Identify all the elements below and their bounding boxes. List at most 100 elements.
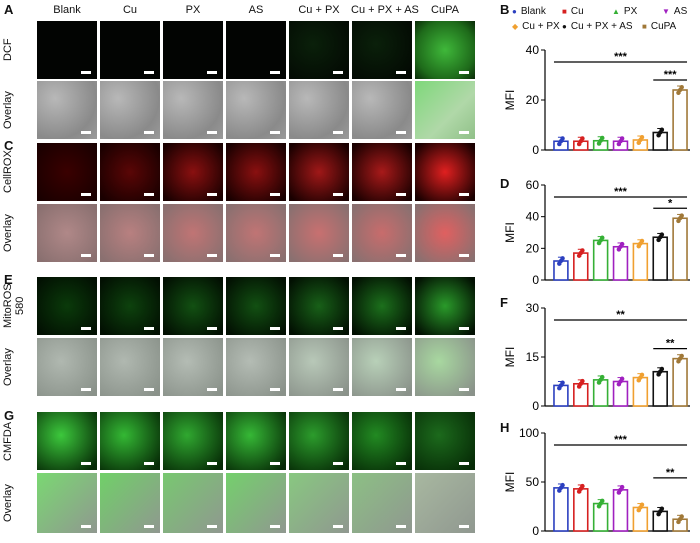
panel-letter-f: F	[500, 295, 508, 310]
micrograph-tile	[351, 411, 413, 471]
micrograph-tile	[162, 337, 224, 397]
bar	[652, 236, 668, 281]
scale-bar	[396, 525, 406, 528]
scale-bar	[207, 131, 217, 134]
y-tick-label: 30	[526, 301, 540, 315]
scale-bar	[459, 131, 469, 134]
micrograph-tile	[225, 80, 287, 140]
micrograph-tile	[162, 411, 224, 471]
data-point	[679, 85, 684, 90]
micrograph-tile	[288, 20, 350, 80]
legend-marker-icon: ▼	[662, 7, 670, 16]
data-point	[580, 136, 585, 141]
micrograph-tile	[288, 203, 350, 263]
micrograph-tile	[414, 472, 476, 534]
micrograph-tile	[99, 337, 161, 397]
micrograph-tile	[414, 80, 476, 140]
data-point	[600, 135, 605, 141]
scale-bar	[207, 525, 217, 528]
column-header: Cu + PX	[298, 4, 340, 16]
scale-bar	[459, 327, 469, 330]
data-point	[639, 372, 645, 378]
significance-label: **	[666, 338, 675, 350]
scale-bar	[207, 462, 217, 465]
micrograph-tile	[36, 337, 98, 397]
scale-bar	[459, 462, 469, 465]
legend-item: ■ Cu	[562, 6, 584, 17]
micrograph-tile	[36, 80, 98, 140]
bar	[612, 489, 629, 532]
data-point	[560, 380, 565, 385]
legend-label: Blank	[520, 6, 546, 17]
micrograph-tile	[225, 337, 287, 397]
scale-bar	[81, 254, 91, 257]
micrograph-tile	[414, 337, 476, 397]
micrograph-tile	[351, 142, 413, 202]
data-point	[639, 135, 645, 140]
micrograph-tile	[225, 411, 287, 471]
micrograph-tile	[99, 80, 161, 140]
micrograph-tile	[225, 203, 287, 263]
data-point	[679, 353, 684, 359]
micrograph-tile	[225, 20, 287, 80]
scale-bar	[396, 71, 406, 74]
micrograph-tile	[288, 276, 350, 336]
y-tick-label: 60	[526, 178, 540, 192]
significance-label: ***	[664, 69, 678, 81]
scale-bar	[270, 388, 280, 391]
panel-letter-d: D	[500, 176, 510, 191]
micrograph-tile	[288, 80, 350, 140]
data-point	[679, 213, 684, 218]
legend-item: ▲ PX	[612, 6, 637, 17]
scale-bar	[270, 193, 280, 196]
scale-bar	[270, 131, 280, 134]
scale-bar	[81, 193, 91, 196]
panel-letter-b: B	[500, 2, 510, 17]
scale-bar	[333, 327, 343, 330]
micrograph-tile	[162, 80, 224, 140]
scale-bar	[144, 327, 154, 330]
scale-bar	[144, 462, 154, 465]
scale-bar	[333, 193, 343, 196]
column-header: AS	[248, 4, 264, 16]
scale-bar	[333, 525, 343, 528]
significance-label: ***	[614, 51, 628, 63]
significance-label: *	[668, 197, 673, 209]
y-tick-label: 40	[526, 210, 540, 224]
column-header: Cu	[122, 4, 138, 16]
legend-label: Cu	[570, 6, 584, 17]
micrograph-tile	[225, 472, 287, 534]
scale-bar	[207, 193, 217, 196]
significance-label: **	[666, 467, 675, 479]
micrograph-tile	[99, 203, 161, 263]
bar	[632, 242, 649, 281]
scale-bar	[144, 193, 154, 196]
data-point	[560, 482, 565, 488]
y-axis-label: MFI	[503, 347, 517, 368]
scale-bar	[144, 254, 154, 257]
scale-bar	[270, 71, 280, 74]
micrograph-tile	[162, 20, 224, 80]
micrograph-tile	[414, 276, 476, 336]
micrograph-tile	[36, 20, 98, 80]
scale-bar	[81, 525, 91, 528]
micrograph-tile	[99, 142, 161, 202]
micrograph-tile	[99, 472, 161, 534]
legend-item: ◆ Cu + PX	[512, 21, 560, 32]
legend-marker-icon: ■	[562, 7, 567, 16]
y-tick-label: 50	[526, 475, 540, 489]
chart-b: 0 20 40 MFI *** ***	[503, 43, 690, 157]
bar	[632, 376, 649, 407]
panel-letter-a: A	[4, 2, 14, 17]
scale-bar	[207, 388, 217, 391]
legend-marker-icon: ■	[642, 22, 647, 31]
scale-bar	[333, 131, 343, 134]
y-tick-label: 100	[519, 426, 539, 440]
scale-bar	[270, 462, 280, 465]
micrograph-tile	[288, 411, 350, 471]
micrograph-tile	[414, 142, 476, 202]
data-point	[619, 376, 625, 381]
legend-marker-icon: ◆	[512, 22, 519, 31]
legend-item: ● Blank	[512, 6, 546, 17]
